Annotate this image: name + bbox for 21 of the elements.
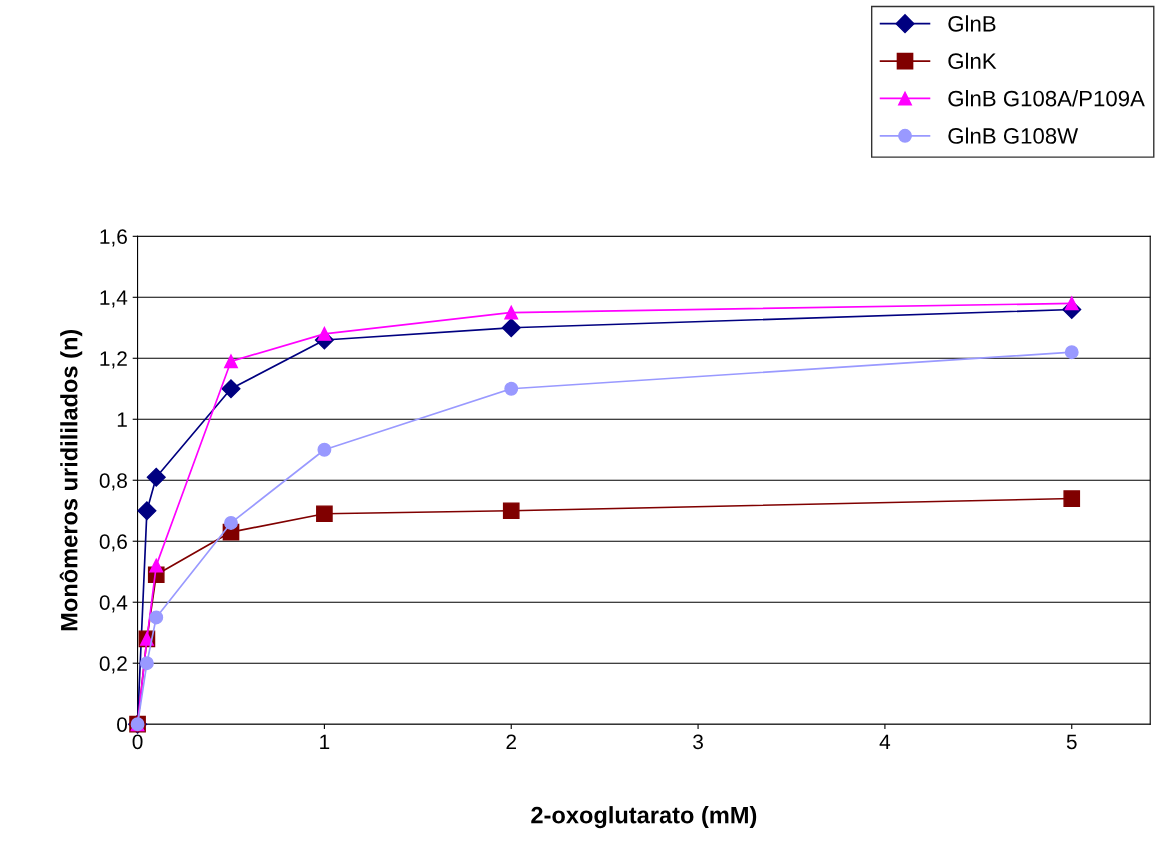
- legend-label: GlnK: [948, 52, 997, 70]
- x-tick-label: 0: [132, 734, 143, 750]
- y-tick-label: 0,2: [99, 656, 127, 674]
- x-tick-label: 2: [506, 734, 516, 749]
- y-tick-label: 0: [117, 717, 128, 732]
- y-axis-title: Monômeros uridililados (n): [59, 329, 83, 631]
- y-tick-label: 0,4: [99, 595, 128, 613]
- y-tick-label: 1,6: [100, 229, 127, 247]
- x-tick-label: 4: [879, 734, 891, 749]
- x-tick-label: 1: [320, 734, 330, 749]
- legend-label: GlnB: [948, 15, 996, 32]
- legend-label: GlnB G108A/P109A: [948, 90, 1145, 107]
- y-tick-label: 0,6: [99, 534, 127, 552]
- x-tick-label: 5: [1066, 734, 1077, 750]
- x-tick-label: 3: [693, 734, 703, 750]
- y-tick-label: 1,2: [100, 351, 127, 369]
- y-tick-label: 0,8: [99, 473, 127, 491]
- y-tick-label: 1: [117, 412, 127, 427]
- y-tick-label: 1,4: [100, 290, 128, 308]
- legend-label: GlnB G108W: [948, 127, 1079, 144]
- x-axis-title: 2-oxoglutarato (mM): [531, 806, 757, 829]
